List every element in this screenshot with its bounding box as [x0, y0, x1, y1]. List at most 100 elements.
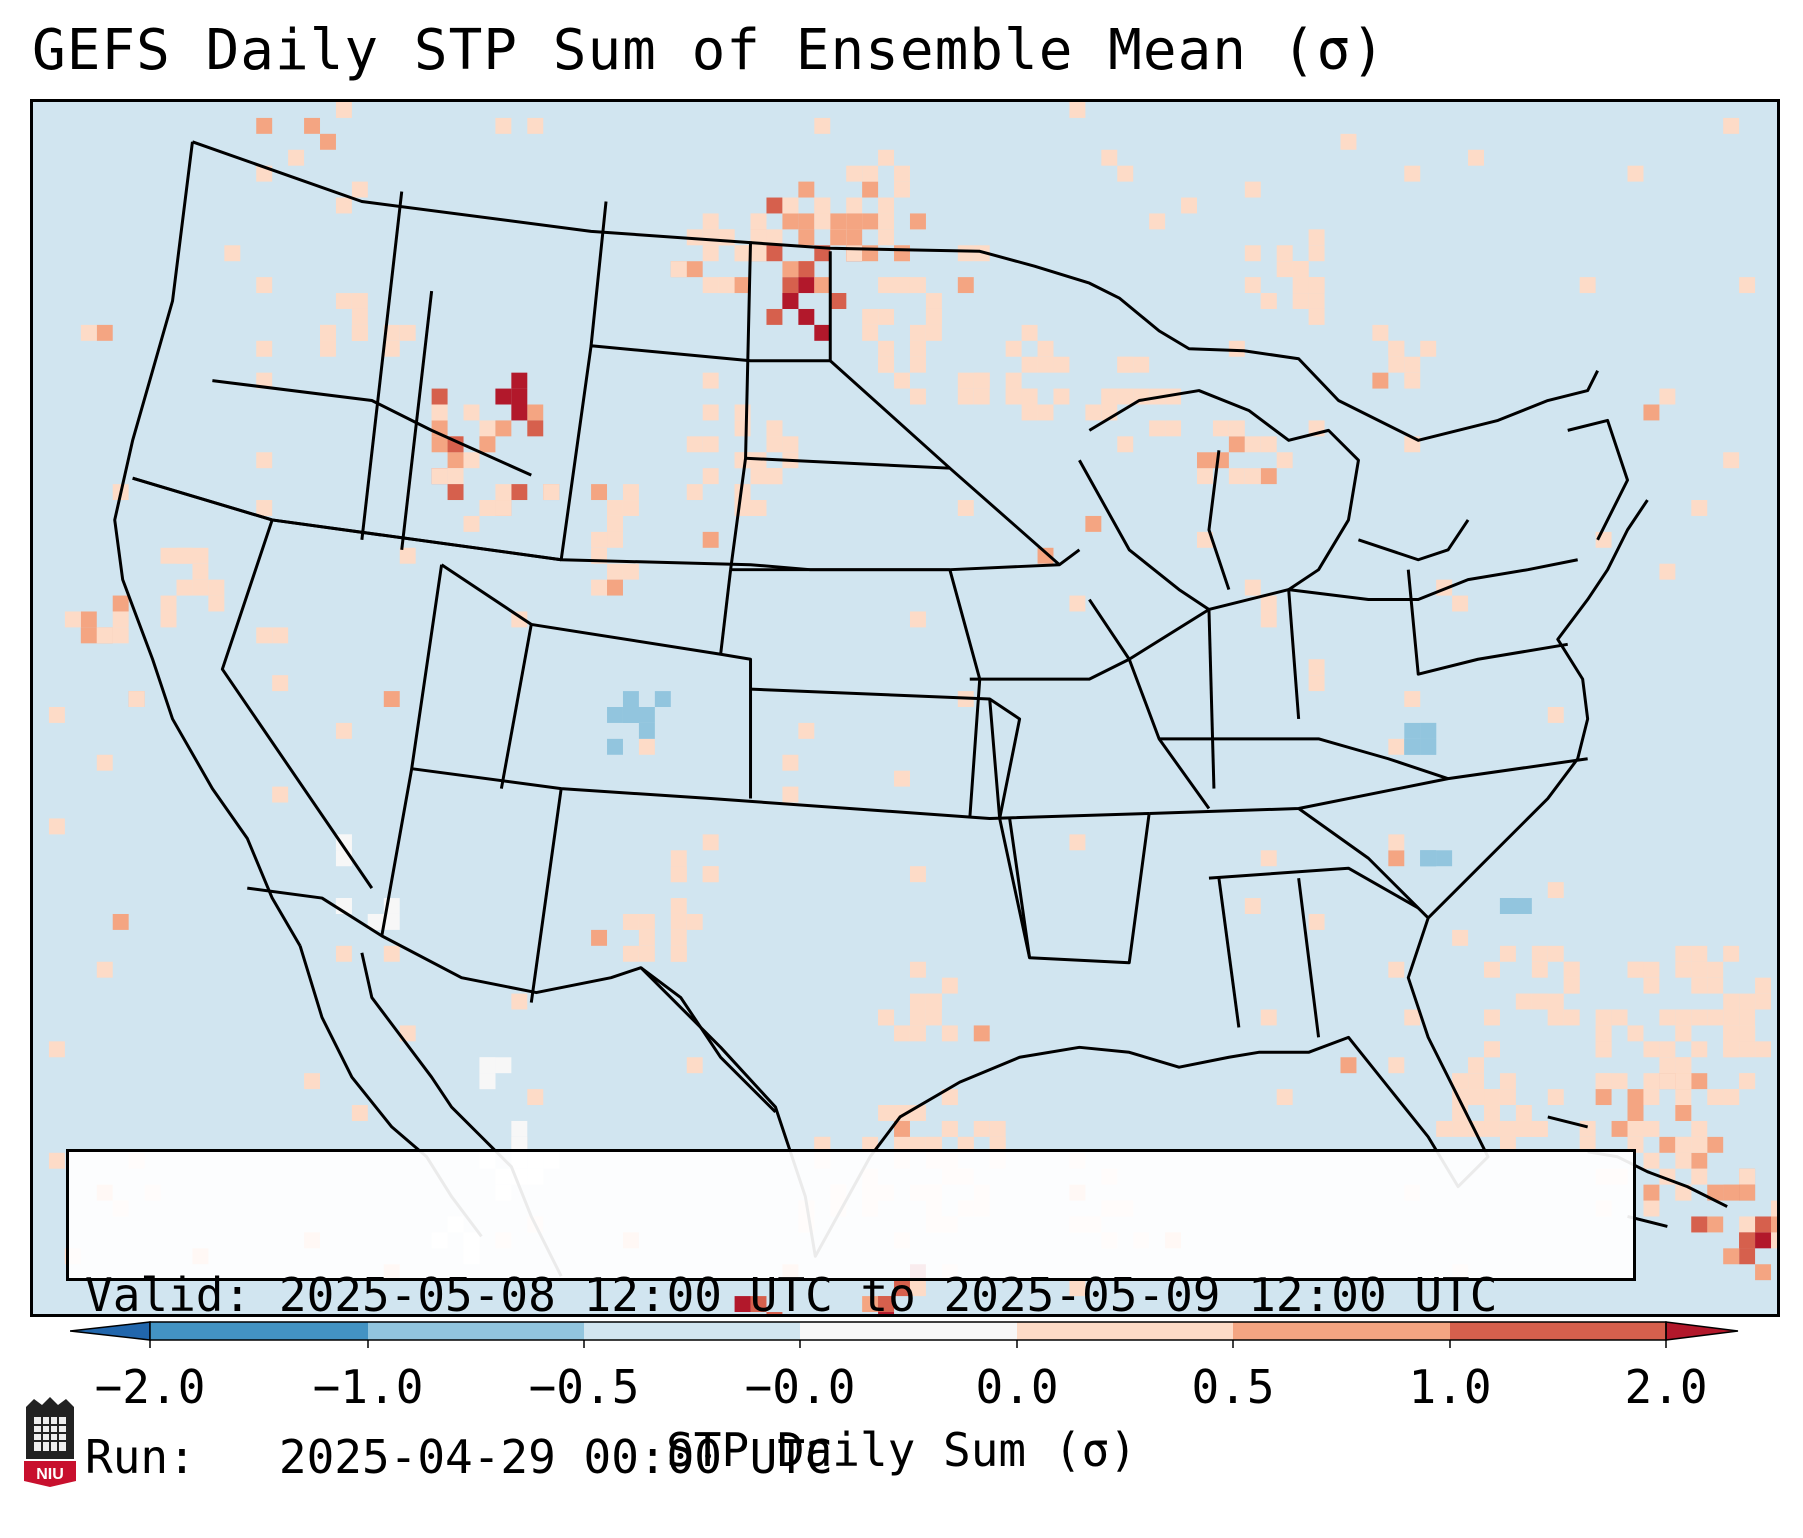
stp-cell — [1691, 1041, 1708, 1058]
stp-cell — [527, 420, 544, 437]
stp-cell — [383, 691, 400, 708]
stp-cell — [1260, 1009, 1277, 1026]
colorbar-segment — [1233, 1322, 1450, 1340]
stp-cell — [718, 229, 735, 246]
stp-cell — [862, 181, 879, 198]
stp-cell — [1691, 1073, 1708, 1090]
stp-cell — [909, 356, 926, 373]
state-line — [1208, 866, 1419, 910]
stp-cell — [909, 1025, 926, 1042]
stp-cell — [798, 261, 815, 278]
stp-cell — [909, 961, 926, 978]
stp-cell — [654, 691, 671, 708]
stp-cell — [1627, 961, 1644, 978]
stp-cell — [1643, 1041, 1660, 1058]
stp-cell — [1452, 929, 1469, 946]
stp-cell — [622, 484, 639, 501]
stp-cell — [1691, 961, 1708, 978]
stp-cell — [1436, 850, 1453, 867]
state-line — [1008, 818, 1032, 958]
stp-cell — [734, 420, 751, 437]
stp-cell — [941, 977, 958, 994]
stp-cell — [1707, 961, 1724, 978]
stp-cell — [543, 484, 560, 501]
stp-cell — [1484, 1009, 1500, 1026]
stp-cell — [782, 754, 799, 771]
stp-cell — [591, 484, 608, 501]
stp-cell — [335, 102, 352, 118]
stp-cell — [1739, 1009, 1756, 1026]
colorbar-segment — [584, 1322, 800, 1340]
stp-cell — [1739, 1184, 1756, 1201]
stp-cell — [495, 484, 512, 501]
stp-cell — [1675, 1136, 1692, 1153]
stp-cell — [909, 388, 926, 405]
stp-cell — [670, 850, 687, 867]
stp-cell — [463, 515, 480, 532]
stp-cell — [957, 245, 974, 262]
stp-cell — [1627, 1025, 1644, 1042]
stp-cell — [718, 277, 735, 294]
stp-cell — [750, 500, 767, 516]
stp-cell — [814, 197, 831, 214]
stp-cell — [367, 913, 384, 930]
stp-cell — [1723, 945, 1740, 962]
run-label: Run: — [85, 1430, 196, 1484]
stp-cell — [383, 340, 400, 357]
stp-cell — [766, 468, 783, 485]
stp-cell — [607, 515, 623, 532]
stp-cell — [1244, 245, 1261, 262]
stp-cell — [1468, 149, 1485, 166]
stp-cell — [304, 1073, 321, 1090]
stp-cell — [1117, 165, 1134, 182]
valid-label: Valid: — [85, 1268, 252, 1322]
stp-cell — [894, 1105, 910, 1121]
stp-cell — [814, 213, 831, 230]
stp-cell — [1755, 1041, 1772, 1058]
stp-cell — [734, 245, 751, 262]
state-line — [828, 251, 951, 470]
stp-cell — [782, 261, 799, 278]
stp-cell — [1579, 277, 1596, 294]
stp-cell — [957, 372, 974, 389]
stp-cell — [1308, 675, 1325, 692]
stp-cell — [160, 611, 177, 628]
stp-cell — [638, 738, 655, 755]
colorbar-extend-low — [70, 1321, 151, 1341]
stp-cell — [1196, 531, 1213, 548]
stp-cell — [1149, 420, 1166, 437]
stp-cell — [766, 229, 783, 246]
stp-cell — [607, 500, 623, 516]
colorbar-segment — [368, 1322, 584, 1340]
stp-cell — [702, 213, 719, 230]
stp-cell — [830, 213, 847, 230]
stp-cell — [1739, 1041, 1756, 1058]
stp-cell — [1404, 356, 1421, 373]
stp-cell — [1005, 372, 1022, 389]
stp-cell — [335, 834, 352, 851]
stp-cell — [48, 818, 65, 835]
stp-cell — [909, 1009, 926, 1026]
state-line — [1406, 569, 1568, 676]
stp-cell — [909, 611, 926, 628]
stp-cell — [638, 707, 655, 723]
stp-cell — [1547, 945, 1564, 962]
stp-cell — [686, 484, 703, 501]
stp-cell — [48, 1152, 65, 1169]
stp-cell — [925, 293, 942, 309]
stp-cell — [957, 1136, 974, 1153]
stp-cell — [80, 611, 97, 628]
stp-cell — [256, 500, 273, 516]
state-line — [529, 788, 563, 1003]
stp-cell — [1436, 1120, 1453, 1137]
stp-cell — [1547, 882, 1564, 899]
stp-cell — [1691, 1136, 1708, 1153]
stp-cell — [750, 245, 767, 262]
stp-cell — [479, 436, 496, 453]
stp-cell — [1627, 1089, 1644, 1106]
stp-cell — [495, 1057, 512, 1074]
stp-cell — [989, 1120, 1006, 1137]
stp-cell — [782, 197, 799, 214]
stp-cell — [1292, 293, 1309, 309]
state-line — [1567, 418, 1630, 541]
